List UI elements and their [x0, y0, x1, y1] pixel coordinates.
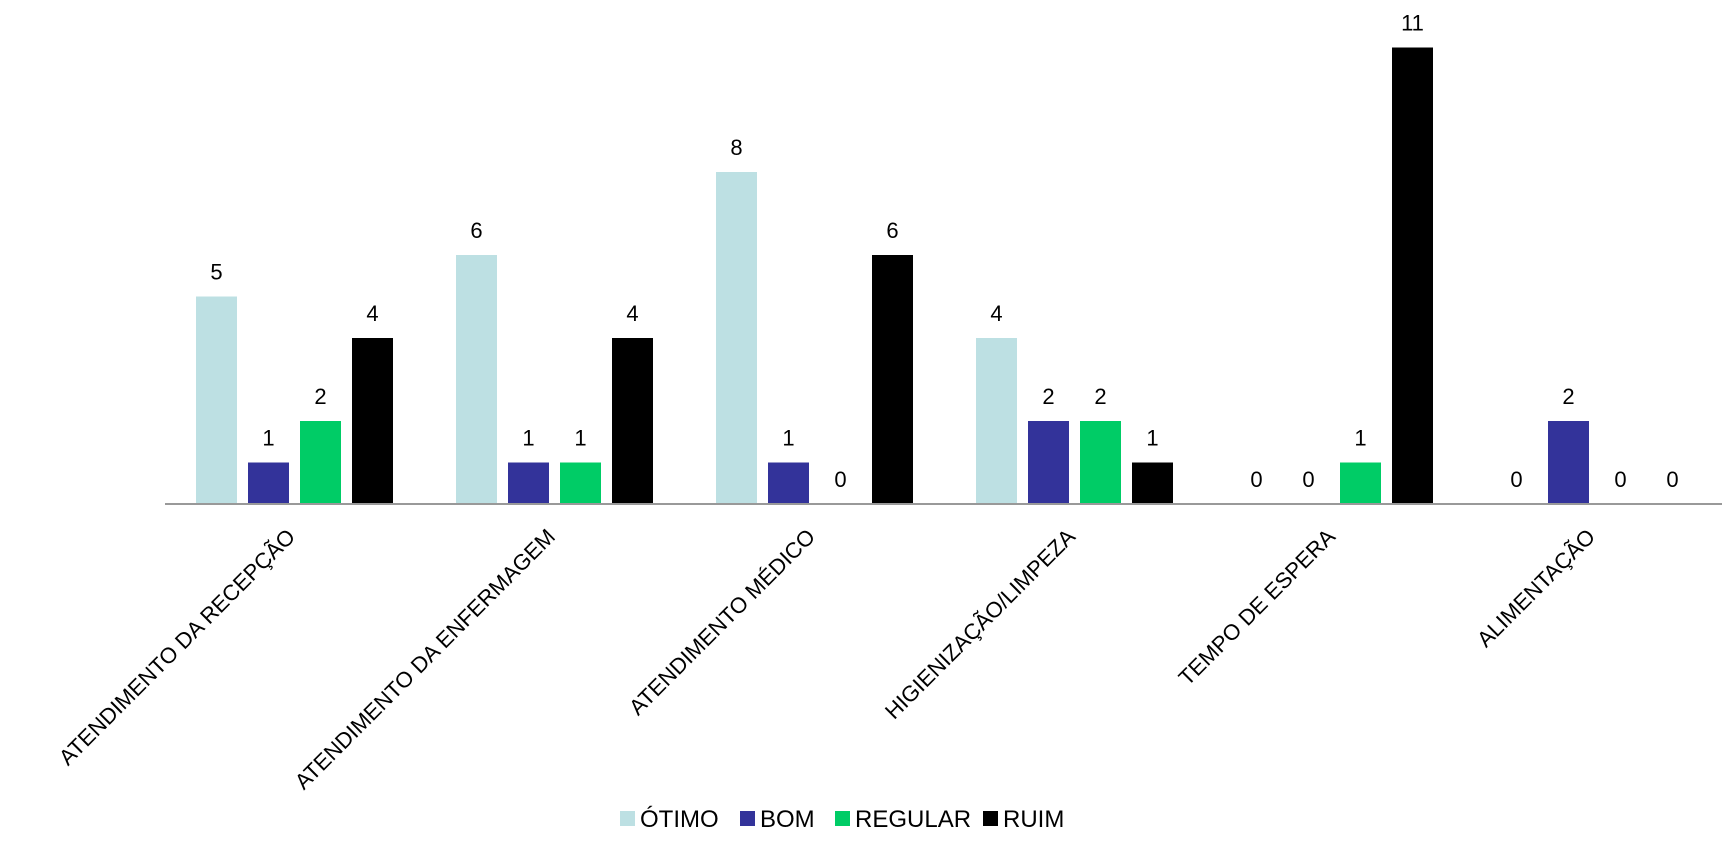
legend: ÓTIMO BOM REGULAR RUIM	[620, 806, 1064, 833]
data-label-alimentacao-regular: 0	[1614, 467, 1626, 492]
data-label-alimentacao-ruim: 0	[1666, 467, 1678, 492]
data-label-higienizacao-limpeza-ruim: 1	[1146, 426, 1158, 451]
bar-tempo-de-espera-ruim	[1392, 47, 1433, 504]
data-label-atendimento-da-enfermagem-regular: 1	[574, 426, 586, 451]
bar-alimentacao-bom	[1548, 421, 1589, 504]
data-label-atendimento-da-recepcao-otimo: 5	[210, 260, 222, 285]
bar-tempo-de-espera-regular	[1340, 462, 1381, 504]
data-label-tempo-de-espera-ruim: 11	[1401, 11, 1424, 36]
category-label-alimentacao: ALIMENTAÇÃO	[1472, 524, 1600, 652]
bar-atendimento-da-recepcao-regular	[300, 421, 341, 504]
data-label-higienizacao-limpeza-regular: 2	[1094, 384, 1106, 409]
category-label-atendimento-da-recepcao: ATENDIMENTO DA RECEPÇÃO	[54, 524, 300, 770]
data-label-tempo-de-espera-bom: 0	[1302, 467, 1314, 492]
data-label-atendimento-medico-bom: 1	[782, 426, 794, 451]
legend-swatch-bom	[740, 811, 755, 826]
bar-higienizacao-limpeza-ruim	[1132, 462, 1173, 504]
data-label-higienizacao-limpeza-otimo: 4	[990, 301, 1002, 326]
data-label-atendimento-da-recepcao-regular: 2	[314, 384, 326, 409]
data-label-tempo-de-espera-regular: 1	[1354, 426, 1366, 451]
bar-atendimento-medico-ruim	[872, 255, 913, 504]
bar-atendimento-da-enfermagem-bom	[508, 462, 549, 504]
bar-atendimento-da-recepcao-ruim	[352, 338, 393, 504]
data-label-tempo-de-espera-otimo: 0	[1250, 467, 1262, 492]
bar-higienizacao-limpeza-otimo	[976, 338, 1017, 504]
bar-atendimento-da-recepcao-bom	[248, 462, 289, 504]
bar-higienizacao-limpeza-bom	[1028, 421, 1069, 504]
bar-atendimento-da-recepcao-otimo	[196, 296, 237, 504]
legend-swatch-regular	[835, 811, 850, 826]
data-label-atendimento-medico-regular: 0	[834, 467, 846, 492]
legend-label-otimo: ÓTIMO	[640, 806, 719, 833]
legend-swatch-ruim	[983, 811, 998, 826]
bar-atendimento-da-enfermagem-regular	[560, 462, 601, 504]
category-label-atendimento-medico: ATENDIMENTO MÉDICO	[624, 524, 820, 720]
legend-swatch-otimo	[620, 811, 635, 826]
data-label-alimentacao-otimo: 0	[1510, 467, 1522, 492]
data-label-atendimento-da-recepcao-bom: 1	[262, 426, 274, 451]
data-label-atendimento-medico-ruim: 6	[886, 218, 898, 243]
data-label-higienizacao-limpeza-bom: 2	[1042, 384, 1054, 409]
legend-label-ruim: RUIM	[1003, 806, 1064, 833]
bar-higienizacao-limpeza-regular	[1080, 421, 1121, 504]
bars-group	[196, 47, 1589, 504]
bar-atendimento-da-enfermagem-ruim	[612, 338, 653, 504]
data-label-atendimento-da-enfermagem-bom: 1	[522, 426, 534, 451]
legend-label-regular: REGULAR	[855, 806, 971, 833]
bar-atendimento-medico-bom	[768, 462, 809, 504]
data-label-atendimento-medico-otimo: 8	[730, 135, 742, 160]
data-label-atendimento-da-enfermagem-ruim: 4	[626, 301, 638, 326]
bar-atendimento-da-enfermagem-otimo	[456, 255, 497, 504]
category-label-atendimento-da-enfermagem: ATENDIMENTO DA ENFERMAGEM	[290, 524, 560, 794]
data-label-atendimento-da-enfermagem-otimo: 6	[470, 218, 482, 243]
bar-atendimento-medico-otimo	[716, 172, 757, 504]
category-label-tempo-de-espera: TEMPO DE ESPERA	[1174, 524, 1341, 691]
legend-label-bom: BOM	[760, 806, 815, 833]
category-label-higienizacao-limpeza: HIGIENIZAÇÃO/LIMPEZA	[880, 524, 1080, 724]
data-label-alimentacao-bom: 2	[1562, 384, 1574, 409]
data-label-atendimento-da-recepcao-ruim: 4	[366, 301, 378, 326]
